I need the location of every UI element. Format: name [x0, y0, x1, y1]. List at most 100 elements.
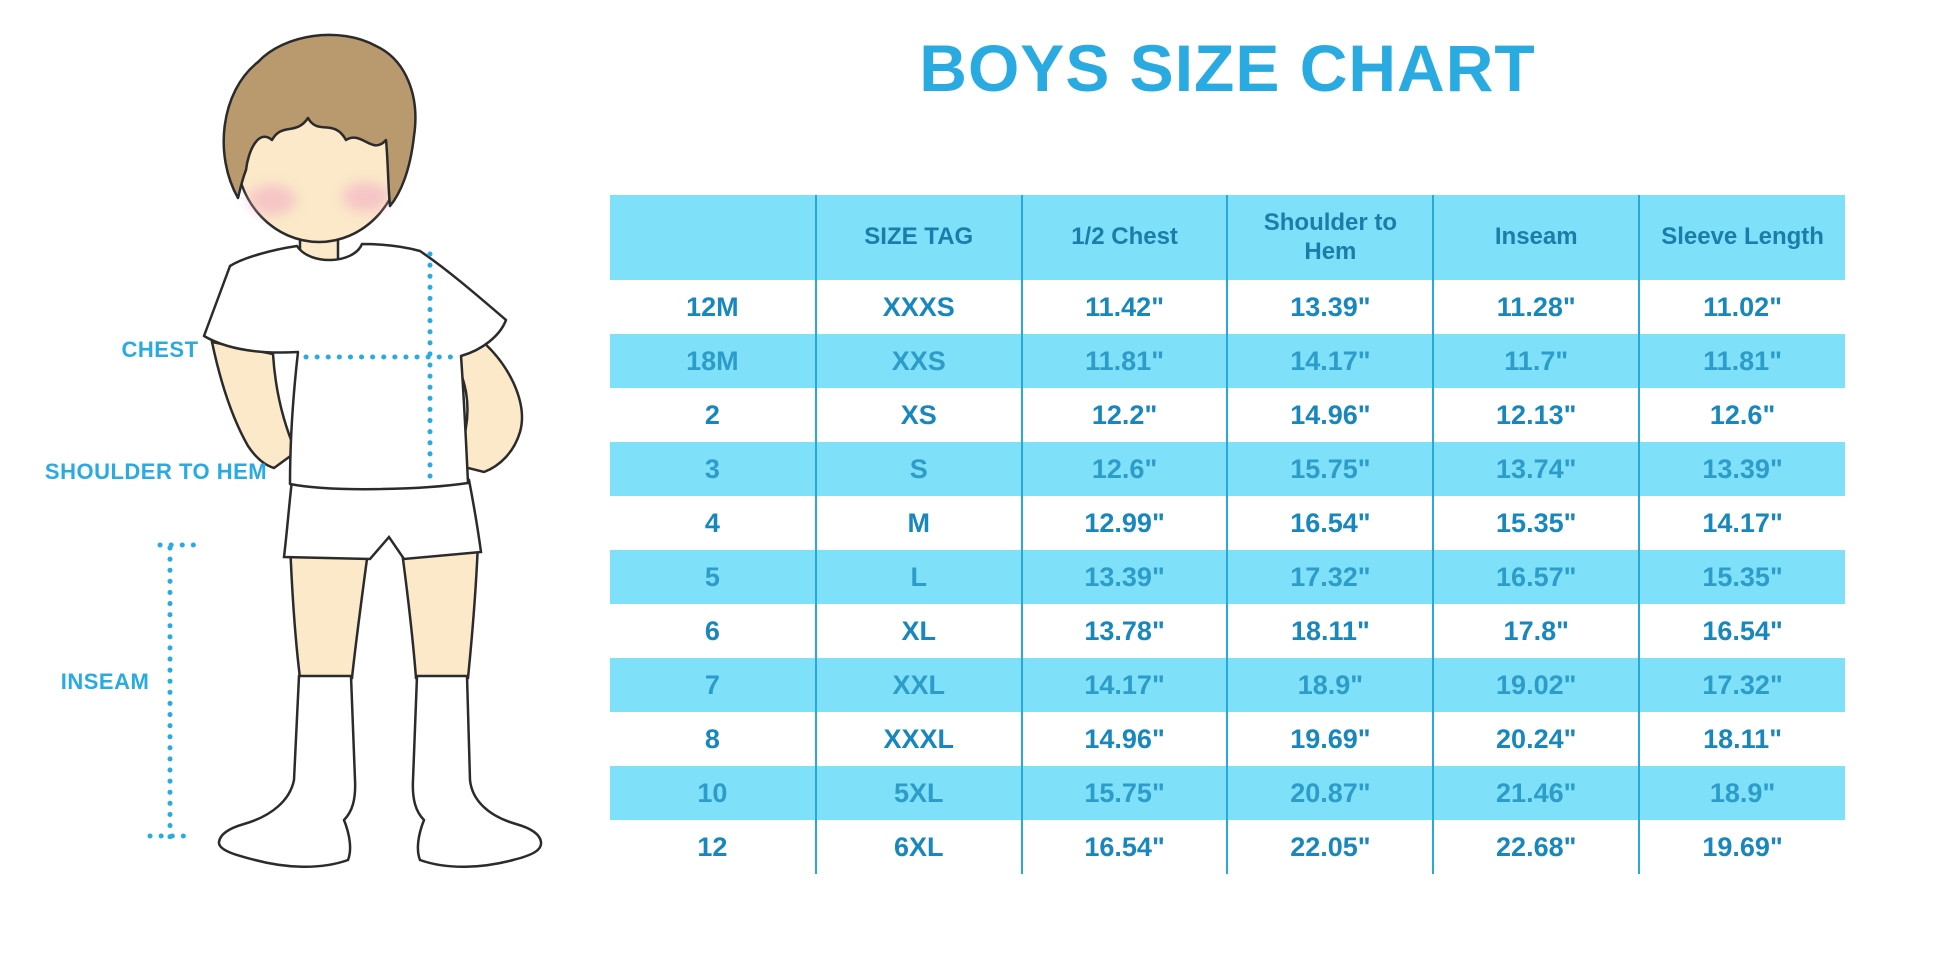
cell-size-label: 5 — [610, 550, 817, 604]
cell-half-chest: 11.81" — [1021, 334, 1229, 388]
cell-size-label: 7 — [610, 658, 817, 712]
cell-size-tag: XXL — [815, 658, 1023, 712]
cell-inseam: 22.68" — [1433, 820, 1641, 874]
table-row: 7 XXL 14.17" 18.9" 19.02" 17.32" — [610, 658, 1845, 712]
cell-size-tag: M — [815, 496, 1023, 550]
table-row: 6 XL 13.78" 18.11" 17.8" 16.54" — [610, 604, 1845, 658]
boy-cheek-left — [248, 185, 296, 215]
cell-sleeve-length: 14.17" — [1639, 496, 1845, 550]
cell-size-label: 4 — [610, 496, 817, 550]
cell-size-tag: XXS — [815, 334, 1023, 388]
cell-shoulder-to-hem: 15.75" — [1227, 442, 1435, 496]
cell-sleeve-length: 18.9" — [1639, 766, 1845, 820]
cell-half-chest: 12.99" — [1021, 496, 1229, 550]
cell-size-tag: S — [815, 442, 1023, 496]
cell-sleeve-length: 15.35" — [1639, 550, 1845, 604]
header-cell-sleeve-length: Sleeve Length — [1639, 195, 1845, 280]
cell-shoulder-to-hem: 17.32" — [1227, 550, 1435, 604]
cell-size-label: 2 — [610, 388, 817, 442]
cell-sleeve-length: 11.02" — [1639, 280, 1845, 334]
table-row: 8 XXXL 14.96" 19.69" 20.24" 18.11" — [610, 712, 1845, 766]
boy-shorts — [282, 478, 483, 561]
boy-right-arm — [441, 328, 524, 474]
cell-half-chest: 12.2" — [1021, 388, 1229, 442]
chest-label: CHEST — [121, 337, 199, 362]
shoulder-to-hem-label: SHOULDER TO HEM — [44, 459, 268, 484]
boy-measurement-illustration — [147, 33, 543, 868]
cell-size-label: 8 — [610, 712, 817, 766]
cell-size-tag: XXXS — [815, 280, 1023, 334]
cell-size-label: 6 — [610, 604, 817, 658]
cell-size-tag: L — [815, 550, 1023, 604]
cell-sleeve-length: 16.54" — [1639, 604, 1845, 658]
cell-shoulder-to-hem: 14.96" — [1227, 388, 1435, 442]
cell-inseam: 13.74" — [1433, 442, 1641, 496]
table-row: 10 5XL 15.75" 20.87" 21.46" 18.9" — [610, 766, 1845, 820]
cell-shoulder-to-hem: 18.11" — [1227, 604, 1435, 658]
cell-size-tag: XXXL — [815, 712, 1023, 766]
boy-cheek-right — [342, 182, 390, 212]
cell-size-label: 18M — [610, 334, 817, 388]
cell-inseam: 21.46" — [1433, 766, 1641, 820]
cell-inseam: 11.28" — [1433, 280, 1641, 334]
table-row: 4 M 12.99" 16.54" 15.35" 14.17" — [610, 496, 1845, 550]
inseam-label: INSEAM — [60, 669, 150, 694]
boy-right-sock — [411, 674, 543, 868]
cell-shoulder-to-hem: 16.54" — [1227, 496, 1435, 550]
cell-size-label: 10 — [610, 766, 817, 820]
boys-size-table: SIZE TAG 1/2 Chest Shoulder to Hem Insea… — [610, 195, 1845, 874]
cell-size-label: 12M — [610, 280, 817, 334]
cell-size-tag: XS — [815, 388, 1023, 442]
cell-size-tag: 6XL — [815, 820, 1023, 874]
cell-inseam: 16.57" — [1433, 550, 1641, 604]
cell-half-chest: 15.75" — [1021, 766, 1229, 820]
table-row: 3 S 12.6" 15.75" 13.74" 13.39" — [610, 442, 1845, 496]
cell-shoulder-to-hem: 19.69" — [1227, 712, 1435, 766]
cell-inseam: 17.8" — [1433, 604, 1641, 658]
cell-shoulder-to-hem: 18.9" — [1227, 658, 1435, 712]
boy-right-leg — [399, 540, 480, 680]
header-cell-shoulder-to-hem: Shoulder to Hem — [1227, 195, 1435, 280]
header-cell-blank — [610, 195, 817, 280]
cell-inseam: 11.7" — [1433, 334, 1641, 388]
cell-half-chest: 14.17" — [1021, 658, 1229, 712]
cell-inseam: 12.13" — [1433, 388, 1641, 442]
table-row: 12 6XL 16.54" 22.05" 22.68" 19.69" — [610, 820, 1845, 874]
boy-left-arm — [210, 340, 298, 470]
cell-shoulder-to-hem: 22.05" — [1227, 820, 1435, 874]
cell-inseam: 15.35" — [1433, 496, 1641, 550]
cell-half-chest: 11.42" — [1021, 280, 1229, 334]
cell-size-label: 12 — [610, 820, 817, 874]
boy-hair — [222, 33, 417, 208]
cell-size-label: 3 — [610, 442, 817, 496]
table-header-row: SIZE TAG 1/2 Chest Shoulder to Hem Insea… — [610, 195, 1845, 280]
header-cell-half-chest: 1/2 Chest — [1021, 195, 1229, 280]
cell-sleeve-length: 17.32" — [1639, 658, 1845, 712]
cell-inseam: 20.24" — [1433, 712, 1641, 766]
cell-sleeve-length: 11.81" — [1639, 334, 1845, 388]
cell-sleeve-length: 13.39" — [1639, 442, 1845, 496]
cell-half-chest: 12.6" — [1021, 442, 1229, 496]
header-cell-size-tag: SIZE TAG — [815, 195, 1023, 280]
cell-half-chest: 16.54" — [1021, 820, 1229, 874]
cell-inseam: 19.02" — [1433, 658, 1641, 712]
boy-shirt — [202, 242, 508, 491]
table-row: 5 L 13.39" 17.32" 16.57" 15.35" — [610, 550, 1845, 604]
cell-sleeve-length: 18.11" — [1639, 712, 1845, 766]
cell-size-tag: 5XL — [815, 766, 1023, 820]
cell-half-chest: 13.39" — [1021, 550, 1229, 604]
table-row: 12M XXXS 11.42" 13.39" 11.28" 11.02" — [610, 280, 1845, 334]
cell-sleeve-length: 12.6" — [1639, 388, 1845, 442]
cell-shoulder-to-hem: 13.39" — [1227, 280, 1435, 334]
cell-shoulder-to-hem: 20.87" — [1227, 766, 1435, 820]
table-row: 18M XXS 11.81" 14.17" 11.7" 11.81" — [610, 334, 1845, 388]
cell-sleeve-length: 19.69" — [1639, 820, 1845, 874]
boy-left-sock — [217, 674, 357, 868]
boy-left-leg — [288, 540, 371, 680]
cell-shoulder-to-hem: 14.17" — [1227, 334, 1435, 388]
cell-half-chest: 13.78" — [1021, 604, 1229, 658]
cell-size-tag: XL — [815, 604, 1023, 658]
table-row: 2 XS 12.2" 14.96" 12.13" 12.6" — [610, 388, 1845, 442]
page-title: BOYS SIZE CHART — [919, 31, 1536, 105]
cell-half-chest: 14.96" — [1021, 712, 1229, 766]
